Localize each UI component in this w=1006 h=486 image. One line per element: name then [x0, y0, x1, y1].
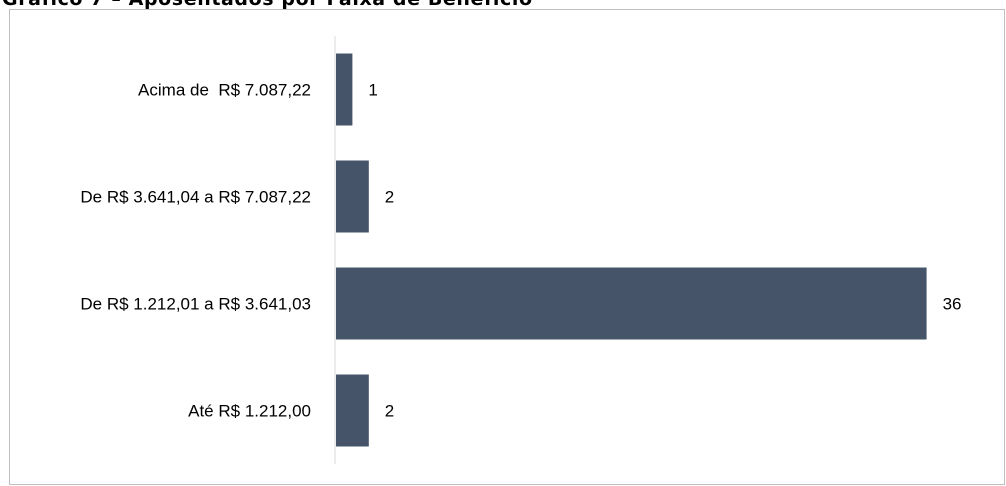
category-label: De R$ 1.212,01 a R$ 3.641,03	[80, 295, 311, 314]
bar	[336, 374, 369, 447]
value-label: 2	[385, 402, 394, 421]
bar	[336, 53, 353, 126]
bar	[336, 267, 927, 340]
category-label: Até R$ 1.212,00	[188, 402, 311, 421]
chart-heading: Gráfico 7 – Aposentados por Faixa de Ben…	[2, 0, 533, 10]
chart-area	[9, 9, 1005, 485]
category-label: Acima de R$ 7.087,22	[138, 81, 311, 100]
category-label: De R$ 3.641,04 a R$ 7.087,22	[80, 188, 311, 207]
bar	[336, 160, 369, 233]
value-label: 1	[368, 81, 377, 100]
value-label: 2	[385, 188, 394, 207]
value-label: 36	[943, 295, 962, 314]
